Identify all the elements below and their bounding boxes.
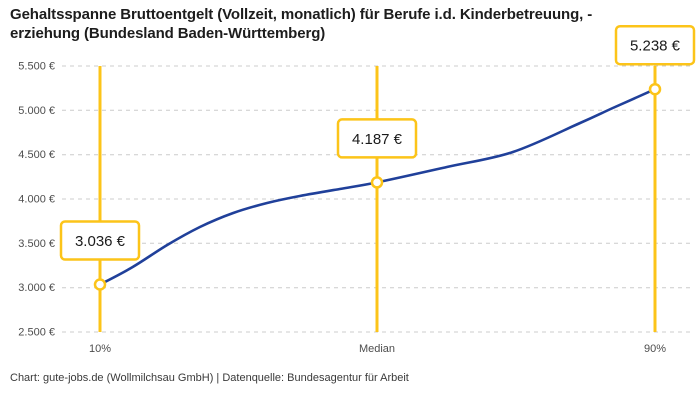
y-axis-tick-label: 2.500 € — [18, 327, 55, 339]
chart-title-line-1: Gehaltsspanne Bruttoentgelt (Vollzeit, m… — [10, 6, 593, 23]
y-axis-tick-label: 4.500 € — [18, 149, 55, 161]
x-axis-label: 10% — [89, 343, 111, 355]
data-point-marker — [370, 176, 384, 189]
y-axis-tick-label: 3.000 € — [18, 282, 55, 294]
chart-title-line-2: erziehung (Bundesland Baden-Württemberg) — [10, 25, 326, 42]
value-label-text: 3.036 € — [75, 233, 126, 250]
salary-curve — [98, 87, 657, 286]
x-axis-label: 90% — [644, 343, 666, 355]
value-label-box — [59, 220, 141, 261]
y-axis-tick-label: 3.500 € — [18, 238, 55, 250]
value-label-text: 4.187 € — [352, 131, 403, 148]
value-label-box — [336, 118, 418, 159]
value-label-box — [614, 24, 696, 66]
y-axis-tick-label: 4.000 € — [18, 194, 55, 206]
data-point-marker — [93, 278, 107, 291]
y-axis-tick-label: 5.000 € — [18, 105, 55, 117]
value-label-text: 5.238 € — [630, 38, 681, 55]
data-point-marker — [648, 82, 662, 96]
y-axis-tick-label: 5.500 € — [18, 61, 55, 73]
chart-title: Gehaltsspanne Bruttoentgelt (Vollzeit, m… — [10, 5, 692, 43]
x-axis-label: Median — [359, 343, 395, 355]
chart-footer: Chart: gute-jobs.de (Wollmilchsau GmbH) … — [10, 372, 409, 384]
